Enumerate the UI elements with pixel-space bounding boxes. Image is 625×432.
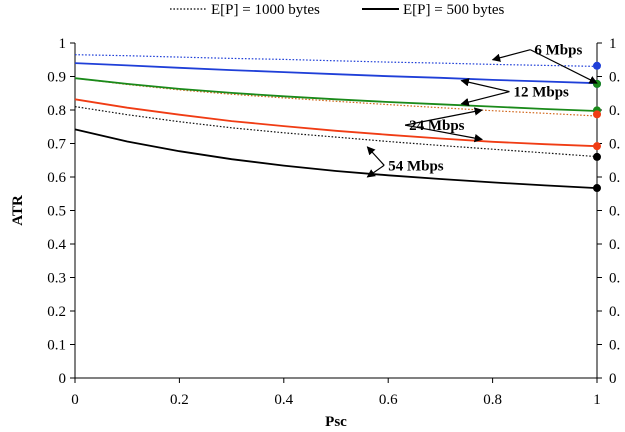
annotation-arrow <box>404 124 483 143</box>
annotation-arrow <box>366 146 385 166</box>
legend-label: E[P] = 500 bytes <box>403 2 505 18</box>
x-tick-label: 0.8 <box>483 392 502 408</box>
annotation-label: 6 Mbps <box>534 43 582 59</box>
series-line-3 <box>74 77 598 112</box>
end-marker-6 <box>593 152 601 161</box>
series-line-4 <box>74 106 598 158</box>
y-tick-label: 0.4 <box>47 237 66 253</box>
x-tick-label: 1 <box>593 392 601 408</box>
series-line-1 <box>74 62 598 85</box>
end-marker-7 <box>593 184 601 193</box>
y-tick-label: 0.7 <box>47 137 66 153</box>
annotation-arrow <box>460 91 510 107</box>
y-tick-label: 0.6 <box>47 170 66 186</box>
end-marker-0 <box>593 61 601 70</box>
annotation-arrow <box>491 49 531 62</box>
x-axis-label: Psc <box>325 414 347 430</box>
x-tick-label: 0.4 <box>274 392 293 408</box>
right-tick-label: 0. <box>609 338 620 354</box>
y-tick-label: 0.8 <box>47 103 66 119</box>
right-tick-label: 0. <box>609 137 620 153</box>
annotation-label: 12 Mbps <box>513 85 569 101</box>
y-tick-label: 1 <box>59 36 67 52</box>
right-tick-label: 0. <box>609 271 620 287</box>
right-tick-label: 0. <box>609 204 620 220</box>
right-tick-label: 0. <box>609 304 620 320</box>
end-marker-5 <box>593 142 601 151</box>
annotation-arrow <box>530 49 598 84</box>
end-marker-4 <box>593 110 601 119</box>
y-tick-label: 0.5 <box>47 204 66 220</box>
y-tick-label: 0.3 <box>47 271 66 287</box>
x-tick-label: 0 <box>71 392 79 408</box>
annotation-label: 24 Mbps <box>409 118 465 134</box>
annotation-label: 54 Mbps <box>388 158 444 174</box>
series-line-2 <box>74 77 598 117</box>
x-tick-label: 0.2 <box>170 392 189 408</box>
right-tick-label: 0 <box>609 371 617 387</box>
end-marker-2 <box>593 79 601 88</box>
annotation-arrow <box>404 107 483 126</box>
annotation-arrow <box>366 164 385 178</box>
right-tick-label: 1 <box>609 36 617 52</box>
series-line-6 <box>74 128 598 189</box>
y-tick-label: 0 <box>59 371 67 387</box>
y-tick-label: 0.9 <box>47 70 66 86</box>
y-tick-label: 0.2 <box>47 304 66 320</box>
right-tick-label: 0. <box>609 70 620 86</box>
y-axis-label: ATR <box>10 195 26 226</box>
legend-label: E[P] = 1000 bytes <box>211 2 320 18</box>
annotation-arrow <box>460 78 510 93</box>
right-tick-label: 0. <box>609 237 620 253</box>
series-line-5 <box>74 98 598 148</box>
y-tick-label: 0.1 <box>47 338 66 354</box>
series-line-0 <box>74 54 598 67</box>
right-tick-label: 0. <box>609 170 620 186</box>
right-tick-label: 0. <box>609 103 620 119</box>
x-tick-label: 0.6 <box>379 392 398 408</box>
